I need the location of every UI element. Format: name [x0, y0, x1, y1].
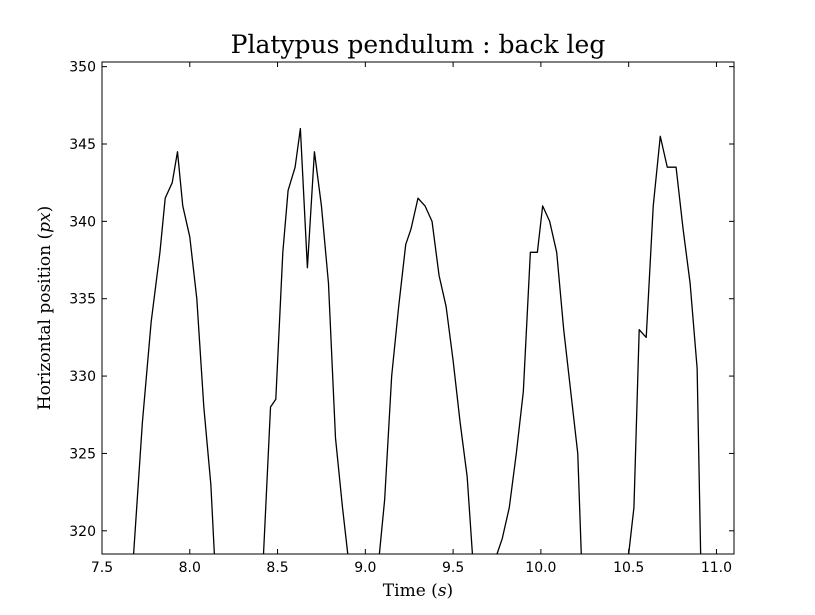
y-tick-label: 345 [69, 137, 96, 153]
series-segment-4 [496, 205, 582, 555]
x-axis-label-unit: s [438, 581, 447, 601]
y-tick-label: 340 [69, 214, 96, 230]
y-tick-label: 330 [69, 369, 96, 385]
plot-series [132, 127, 702, 555]
x-tick-label: 9.5 [442, 560, 464, 576]
y-tick-label: 350 [69, 60, 96, 76]
y-axis-label: Horizontal position (px) [35, 206, 55, 410]
x-axis-label-close-paren: ) [447, 581, 454, 601]
y-axis-label-text: Horizontal position [35, 240, 55, 411]
y-tick-label: 335 [69, 292, 96, 308]
x-tick-label: 9.0 [354, 560, 376, 576]
x-tick-label: 8.5 [266, 560, 288, 576]
x-axis-label-text: Time [383, 581, 431, 601]
series-segment-1 [132, 151, 216, 555]
series-segment-5 [628, 135, 702, 555]
y-tick-label: 320 [69, 524, 96, 540]
x-tick-label: 7.5 [91, 560, 113, 576]
x-tick-label: 8.0 [179, 560, 201, 576]
y-axis-label-unit: px [35, 212, 55, 233]
series-segment-2 [262, 127, 349, 555]
y-axis-label-open-paren: ( [35, 233, 55, 240]
chart-title: Platypus pendulum : back leg [231, 30, 606, 59]
series-segment-3 [378, 197, 474, 555]
plot-frame [101, 61, 735, 555]
x-axis-label: Time (s) [383, 581, 453, 601]
x-tick-label: 10.5 [613, 560, 644, 576]
x-tick-label: 10.0 [525, 560, 556, 576]
y-axis-label-close-paren: ) [35, 206, 55, 213]
axis-ticks: 7.5 8.0 8.5 9.0 9.5 10.0 10.5 11.0 320 325 330 335 3… [69, 60, 734, 576]
x-axis-label-open-paren: ( [431, 581, 438, 601]
x-tick-label: 11.0 [701, 560, 732, 576]
y-tick-label: 325 [69, 446, 96, 462]
